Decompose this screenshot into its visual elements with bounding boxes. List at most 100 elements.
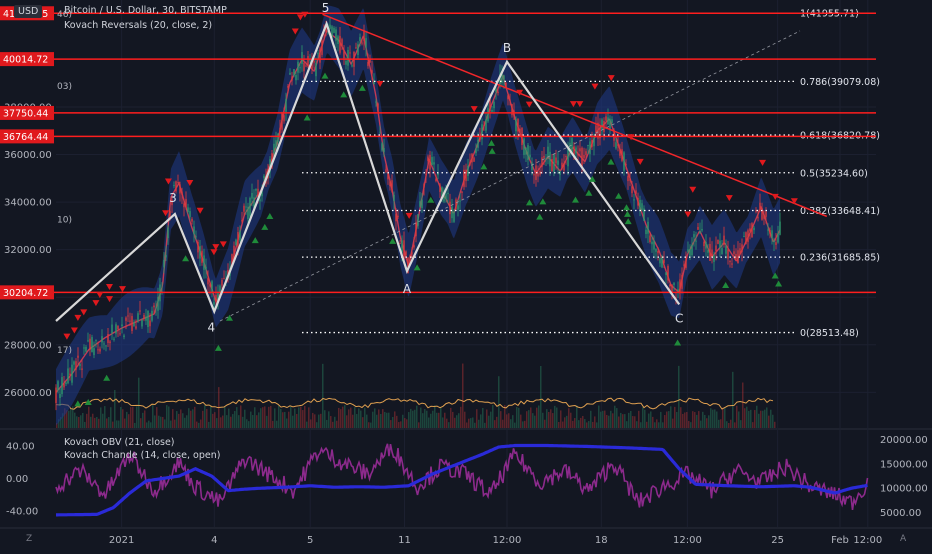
candle-body <box>139 310 141 312</box>
corner-left-label[interactable]: Z <box>26 534 33 544</box>
volume-bar <box>602 410 604 428</box>
volume-bar <box>720 419 722 428</box>
volume-bar <box>552 413 554 428</box>
volume-bar <box>494 420 496 428</box>
volume-bar <box>626 421 628 428</box>
volume-bar <box>752 422 754 428</box>
candle-body <box>473 157 475 162</box>
candle-body <box>221 279 223 286</box>
sell-signal-arrow <box>186 179 194 186</box>
candle-body <box>243 205 245 212</box>
candle-body <box>57 381 59 391</box>
volume-bar <box>606 414 608 428</box>
corner-right-label[interactable]: A <box>900 534 907 544</box>
fib-level-label: 0.786(39079.08) <box>800 77 880 88</box>
volume-bar <box>362 417 364 428</box>
candle-body <box>481 124 483 140</box>
volume-bar <box>312 412 314 428</box>
candle-body <box>145 316 147 321</box>
volume-bar <box>754 410 756 428</box>
currency-badge[interactable]: USD <box>14 5 43 18</box>
candle-body <box>435 178 437 182</box>
candle-body <box>727 249 729 259</box>
volume-bar <box>748 410 750 428</box>
wave-point-label: 3 <box>169 191 177 205</box>
candle-body <box>173 185 175 187</box>
candle-body <box>95 339 97 341</box>
candle-body <box>91 337 93 353</box>
candle-body <box>223 278 225 280</box>
candle-body <box>631 186 633 194</box>
candle-body <box>71 364 73 383</box>
candle-body <box>449 201 451 215</box>
volume-bar <box>610 410 612 428</box>
candle-body <box>97 349 99 351</box>
volume-bar <box>590 410 592 428</box>
sell-signal-arrow <box>636 158 644 165</box>
volume-bar <box>414 409 416 428</box>
volume-bar <box>594 416 596 428</box>
candle-body <box>115 324 117 334</box>
candle-body <box>637 198 639 206</box>
volume-bar <box>134 422 136 428</box>
volume-bar <box>446 418 448 428</box>
volume-bar <box>222 415 224 428</box>
candle-body <box>497 91 499 94</box>
candle-body <box>765 211 767 217</box>
volume-bar <box>452 411 454 428</box>
candle-body <box>585 151 587 155</box>
volume-bar <box>682 413 684 428</box>
candle-body <box>201 250 203 263</box>
candle-body <box>279 127 281 134</box>
candle-body <box>731 263 733 265</box>
volume-bar <box>194 406 196 428</box>
volume-bar <box>562 421 564 428</box>
candle-body <box>103 343 105 345</box>
volume-bar <box>138 377 140 428</box>
sell-signal-arrow <box>74 314 82 321</box>
volume-bar <box>384 411 386 428</box>
volume-bar <box>314 414 316 428</box>
volume-bar <box>746 406 748 428</box>
volume-bar <box>734 422 736 428</box>
volume-bar <box>564 417 566 428</box>
volume-bar <box>156 407 158 428</box>
candle-body <box>281 112 283 130</box>
volume-bar <box>404 418 406 428</box>
candle-body <box>677 289 679 291</box>
candle-body <box>307 56 309 67</box>
volume-bar <box>456 415 458 428</box>
volume-bar <box>208 421 210 428</box>
candle-body <box>491 109 493 112</box>
elliott-wave-line <box>55 20 681 322</box>
volume-bar <box>266 415 268 428</box>
obv-tick-label: 20000.00 <box>880 435 928 446</box>
candle-body <box>427 156 429 162</box>
candle-body <box>117 325 119 330</box>
volume-bar <box>164 419 166 428</box>
volume-bar <box>458 413 460 428</box>
candle-body <box>263 175 265 179</box>
volume-bar <box>750 409 752 428</box>
candle-body <box>423 184 425 188</box>
chande-oscillator-line <box>55 443 869 511</box>
sell-signal-arrow <box>591 83 599 90</box>
volume-bar <box>116 420 118 428</box>
volume-bar <box>774 421 776 428</box>
candle-body <box>751 223 753 238</box>
volume-bar <box>418 422 420 428</box>
volume-bar <box>480 414 482 428</box>
price-tag-label: 40014.72 <box>3 55 48 66</box>
volume-bar <box>68 410 70 428</box>
candle-body <box>67 368 69 384</box>
volume-bar <box>74 412 76 428</box>
volume-bar <box>440 407 442 428</box>
candle-body <box>277 133 279 143</box>
volume-bar <box>654 422 656 428</box>
volume-bar <box>616 408 618 428</box>
volume-bar <box>186 415 188 428</box>
volume-bar <box>270 405 272 428</box>
oscillator-tick-label: 0.00 <box>6 474 28 485</box>
volume-bar <box>220 417 222 428</box>
